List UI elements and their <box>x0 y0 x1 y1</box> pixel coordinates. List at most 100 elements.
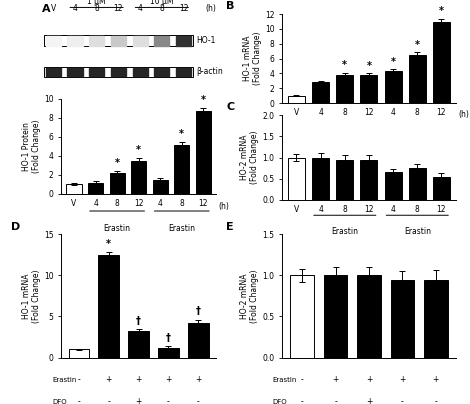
Text: -: - <box>197 398 200 404</box>
Text: -: - <box>301 398 304 404</box>
Text: +: + <box>332 375 339 384</box>
Text: +: + <box>195 375 202 384</box>
Bar <box>337 75 353 103</box>
Text: 4: 4 <box>138 4 142 13</box>
Text: -: - <box>334 398 337 404</box>
Bar <box>288 96 305 103</box>
Bar <box>110 173 125 194</box>
Bar <box>69 349 89 358</box>
Bar <box>324 276 347 358</box>
Bar <box>176 36 191 46</box>
Bar <box>360 75 377 103</box>
Text: +: + <box>135 375 142 384</box>
Bar <box>89 68 104 76</box>
Y-axis label: HO-2 mRNA
(Fold Change): HO-2 mRNA (Fold Change) <box>240 131 259 184</box>
Text: *: * <box>415 40 420 50</box>
Text: 12: 12 <box>114 4 123 13</box>
Text: Erastin: Erastin <box>52 377 77 383</box>
Text: Erastin: Erastin <box>272 377 297 383</box>
Bar <box>176 68 191 76</box>
Text: (h): (h) <box>205 4 216 13</box>
Bar <box>433 21 450 103</box>
Bar <box>312 158 329 200</box>
Text: -: - <box>301 375 304 384</box>
Bar <box>288 158 305 200</box>
Text: 8: 8 <box>94 4 99 13</box>
Text: (h): (h) <box>458 110 469 119</box>
Bar <box>46 68 61 76</box>
Text: -: - <box>78 375 80 384</box>
Bar <box>154 36 170 46</box>
Bar <box>67 68 83 76</box>
Text: 8: 8 <box>159 4 164 13</box>
Text: HO-1: HO-1 <box>196 36 216 45</box>
Bar <box>409 168 426 200</box>
Text: 12: 12 <box>179 4 188 13</box>
Text: B: B <box>227 1 235 11</box>
Text: +: + <box>366 375 372 384</box>
Bar <box>44 67 193 77</box>
Bar <box>384 71 401 103</box>
Text: *: * <box>115 158 119 168</box>
Text: Erastin
10 μM: Erastin 10 μM <box>404 227 431 246</box>
Bar <box>360 160 377 200</box>
Text: Erastin
10 μM: Erastin 10 μM <box>168 224 195 244</box>
Text: *: * <box>136 145 141 156</box>
Text: D: D <box>11 222 21 232</box>
Text: E: E <box>227 222 234 232</box>
Bar <box>67 36 83 46</box>
Text: Erastin
1 μM: Erastin 1 μM <box>103 224 131 244</box>
Text: *: * <box>106 239 111 249</box>
Bar <box>188 323 209 358</box>
Y-axis label: HO-2 mRNA
(Fold Change): HO-2 mRNA (Fold Change) <box>240 269 259 323</box>
Bar <box>133 68 148 76</box>
Y-axis label: HO-1 mRNA
(Fold Change): HO-1 mRNA (Fold Change) <box>22 269 41 323</box>
Text: -: - <box>78 398 80 404</box>
Text: +: + <box>433 375 439 384</box>
Bar <box>66 184 82 194</box>
Bar <box>44 35 193 46</box>
Text: Erastin
1 μM: Erastin 1 μM <box>83 0 110 6</box>
Bar <box>158 348 179 358</box>
Text: -: - <box>108 398 110 404</box>
Text: *: * <box>439 6 444 16</box>
Text: 4: 4 <box>72 4 78 13</box>
Y-axis label: HO-1 mRNA
(Fold Change): HO-1 mRNA (Fold Change) <box>243 32 262 85</box>
Text: -: - <box>167 398 170 404</box>
Bar <box>98 255 119 358</box>
Text: +: + <box>399 375 406 384</box>
Text: C: C <box>227 102 235 112</box>
Text: †: † <box>136 316 141 326</box>
Bar <box>391 280 414 358</box>
Text: *: * <box>342 60 347 70</box>
Bar <box>46 36 61 46</box>
Text: Erastin
10 μM: Erastin 10 μM <box>149 0 175 6</box>
Bar <box>174 145 189 194</box>
Text: *: * <box>391 57 396 67</box>
Bar <box>128 331 149 358</box>
Bar <box>131 161 146 194</box>
Bar <box>433 177 450 200</box>
Text: †: † <box>196 307 201 316</box>
Bar <box>133 36 148 46</box>
Text: +: + <box>165 375 172 384</box>
Bar <box>424 280 447 358</box>
Text: β-actin: β-actin <box>196 67 223 76</box>
Text: *: * <box>179 129 184 139</box>
Bar <box>153 180 168 194</box>
Text: *: * <box>201 95 206 105</box>
Text: A: A <box>42 4 51 14</box>
Bar <box>357 276 381 358</box>
Bar <box>111 36 126 46</box>
Bar <box>409 55 426 103</box>
Text: DFO: DFO <box>52 399 67 404</box>
Bar <box>337 160 353 200</box>
Bar <box>89 36 104 46</box>
Bar <box>154 68 170 76</box>
Text: Erastin
1 μM: Erastin 1 μM <box>331 131 358 151</box>
Bar <box>290 276 314 358</box>
Bar <box>88 183 103 194</box>
Text: V: V <box>51 4 56 13</box>
Text: +: + <box>135 398 142 404</box>
Bar <box>111 68 126 76</box>
